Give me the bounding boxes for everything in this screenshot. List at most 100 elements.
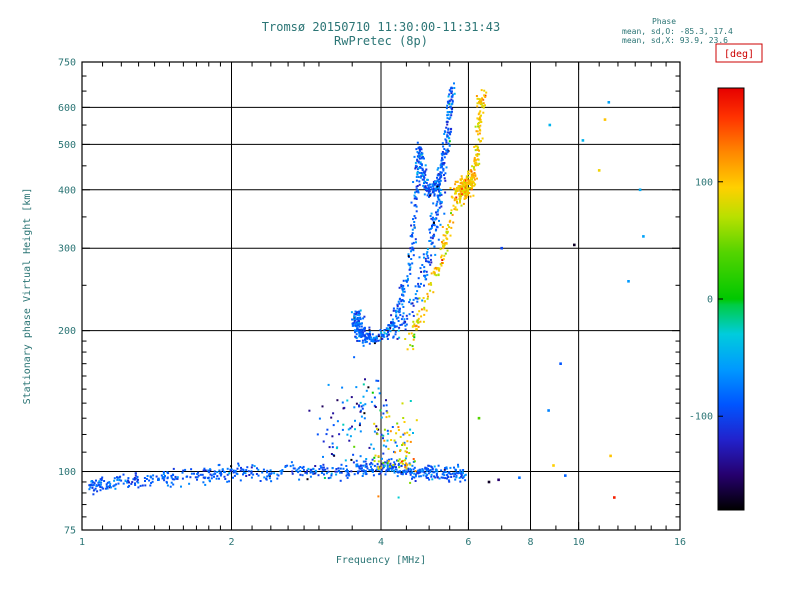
- data-point: [400, 460, 403, 463]
- data-point: [417, 176, 420, 178]
- data-point: [331, 442, 334, 445]
- data-point: [448, 111, 451, 113]
- data-point: [241, 468, 244, 471]
- data-point: [418, 180, 421, 183]
- data-point: [403, 290, 406, 293]
- data-point: [280, 472, 283, 475]
- data-point: [438, 185, 440, 188]
- data-point: [413, 194, 416, 197]
- data-point: [213, 470, 216, 473]
- data-point: [443, 242, 446, 245]
- x-tick-label: 6: [465, 537, 471, 548]
- data-point: [196, 473, 199, 475]
- data-point: [358, 470, 360, 473]
- data-point: [436, 183, 439, 186]
- data-point: [262, 468, 265, 471]
- data-point: [479, 124, 482, 127]
- data-point: [228, 480, 231, 483]
- data-point: [368, 329, 371, 332]
- data-point: [416, 173, 419, 176]
- data-point: [385, 410, 388, 413]
- data-point: [356, 327, 359, 330]
- data-point: [429, 239, 432, 242]
- data-point: [101, 476, 104, 479]
- data-point: [443, 246, 446, 249]
- data-point: [450, 226, 453, 229]
- data-point: [435, 213, 438, 216]
- data-point: [405, 472, 408, 475]
- data-point: [459, 197, 462, 200]
- data-point: [471, 165, 474, 168]
- data-point: [340, 471, 343, 474]
- data-point: [472, 176, 474, 179]
- data-point: [286, 464, 289, 467]
- data-point: [365, 340, 368, 343]
- data-point: [362, 333, 365, 336]
- data-point: [398, 458, 401, 461]
- data-point: [412, 458, 415, 460]
- data-point: [223, 470, 225, 473]
- data-point: [467, 170, 469, 173]
- data-point: [392, 328, 395, 331]
- data-point: [478, 153, 481, 156]
- data-point: [464, 473, 467, 476]
- data-point: [448, 93, 451, 96]
- data-point: [412, 218, 414, 221]
- data-point: [391, 321, 394, 324]
- data-point: [449, 130, 452, 133]
- data-point: [130, 482, 133, 485]
- data-point: [482, 102, 485, 105]
- data-point: [460, 474, 463, 477]
- data-point: [173, 478, 176, 481]
- data-point: [389, 430, 392, 433]
- data-point: [394, 330, 397, 333]
- data-point: [106, 487, 109, 490]
- data-point: [461, 182, 464, 185]
- data-point: [406, 348, 409, 351]
- data-point: [364, 340, 367, 342]
- data-point: [332, 412, 335, 415]
- data-point: [454, 192, 457, 195]
- data-point: [461, 471, 464, 474]
- data-point: [378, 465, 381, 468]
- data-point: [415, 176, 418, 178]
- data-point: [433, 224, 436, 227]
- data-point: [413, 466, 416, 469]
- data-point: [401, 473, 404, 476]
- data-point: [383, 439, 386, 442]
- data-point: [420, 172, 423, 174]
- data-point: [109, 482, 112, 485]
- data-point: [423, 186, 426, 189]
- data-point: [162, 476, 165, 479]
- data-point: [363, 412, 366, 415]
- data-point: [449, 128, 452, 131]
- data-point: [439, 176, 442, 179]
- data-point: [479, 102, 482, 105]
- data-point: [176, 477, 179, 480]
- data-point: [368, 469, 371, 472]
- data-point: [162, 471, 165, 473]
- data-point: [433, 465, 436, 468]
- data-point: [419, 150, 421, 153]
- data-point: [269, 469, 272, 472]
- data-point: [459, 480, 462, 483]
- data-point: [405, 467, 408, 470]
- data-point: [341, 401, 344, 404]
- data-point: [414, 204, 417, 206]
- data-point: [436, 213, 439, 216]
- data-point: [417, 282, 420, 285]
- data-point: [433, 234, 436, 237]
- data-point: [170, 476, 173, 479]
- data-point: [358, 424, 361, 427]
- data-point: [414, 166, 417, 169]
- data-point: [365, 458, 368, 460]
- data-point: [454, 206, 457, 209]
- data-point: [453, 82, 455, 85]
- data-point: [354, 313, 357, 316]
- data-point: [443, 254, 446, 257]
- data-point: [362, 472, 365, 475]
- data-point: [333, 454, 336, 457]
- data-point: [441, 154, 444, 157]
- data-point: [399, 435, 402, 438]
- data-point: [348, 439, 351, 442]
